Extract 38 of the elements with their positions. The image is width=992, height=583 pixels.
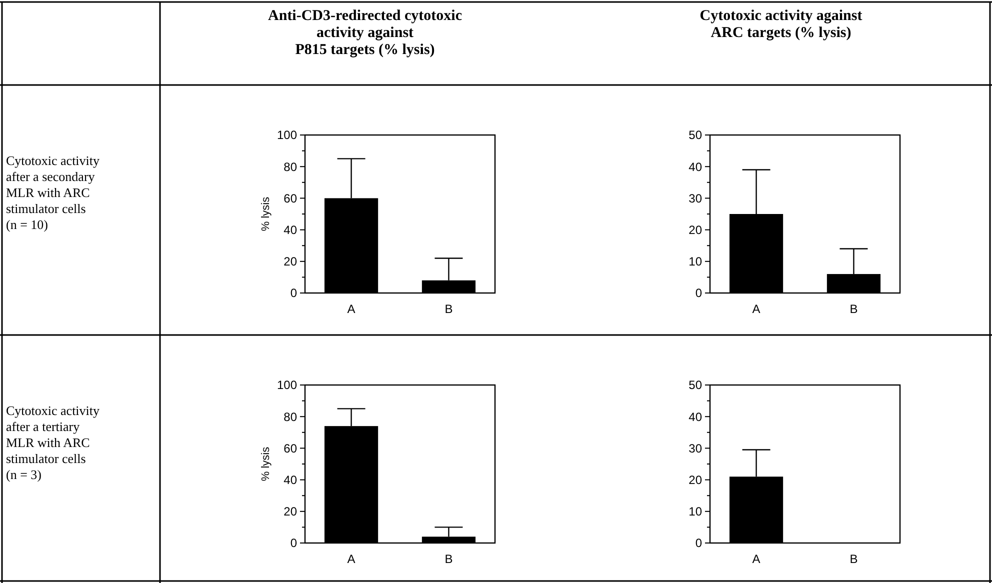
- y-tick-label: 60: [284, 441, 298, 456]
- x-tick-label: B: [850, 302, 858, 316]
- y-tick-label: 40: [688, 160, 702, 174]
- y-axis-title: % lysis: [260, 446, 272, 482]
- y-tick-label: 10: [688, 504, 702, 519]
- x-tick-label: A: [347, 302, 356, 316]
- y-tick-label: 0: [290, 536, 298, 550]
- y-tick-label: 20: [284, 254, 298, 269]
- y-tick-label: 80: [284, 410, 298, 424]
- y-tick-label: 20: [284, 504, 298, 519]
- y-tick-label: 0: [290, 286, 298, 300]
- y-tick-label: 100: [276, 128, 298, 142]
- y-tick-label: 40: [284, 473, 298, 487]
- y-tick-label: 0: [695, 286, 702, 300]
- x-tick-label: B: [444, 552, 453, 566]
- y-tick-label: 20: [688, 223, 702, 237]
- y-tick-label: 20: [688, 473, 702, 487]
- x-tick-label: A: [347, 552, 356, 566]
- y-tick-label: 30: [688, 441, 702, 456]
- y-tick-label: 0: [695, 536, 702, 550]
- x-tick-label: B: [850, 552, 858, 566]
- text: Cytotoxic activity after a secondary MLR with ARC stimulator cells (n = 10): [6, 153, 100, 232]
- x-tick-label: A: [752, 552, 760, 566]
- y-tick-label: 100: [276, 378, 298, 392]
- x-tick-label: A: [752, 302, 760, 316]
- y-tick-label: 50: [688, 128, 702, 142]
- text: Cytotoxic activity after a tertiary MLR with ARC stimulator cells (n = 3): [6, 403, 100, 482]
- y-tick-label: 50: [688, 378, 702, 392]
- chart-title: Cytotoxic activity against ARC targets (% lysis): [700, 8, 862, 41]
- y-axis-title: % lysis: [260, 196, 272, 232]
- y-tick-label: 40: [284, 223, 298, 237]
- x-tick-label: B: [444, 302, 453, 316]
- chart-title: Anti-CD3-redirected cytotoxic activity against P815 targets (% lysis): [268, 8, 462, 58]
- y-tick-label: 40: [688, 410, 702, 424]
- y-tick-label: 60: [284, 191, 298, 206]
- y-tick-label: 30: [688, 191, 702, 206]
- y-tick-label: 10: [688, 254, 702, 269]
- y-tick-label: 80: [284, 160, 298, 174]
